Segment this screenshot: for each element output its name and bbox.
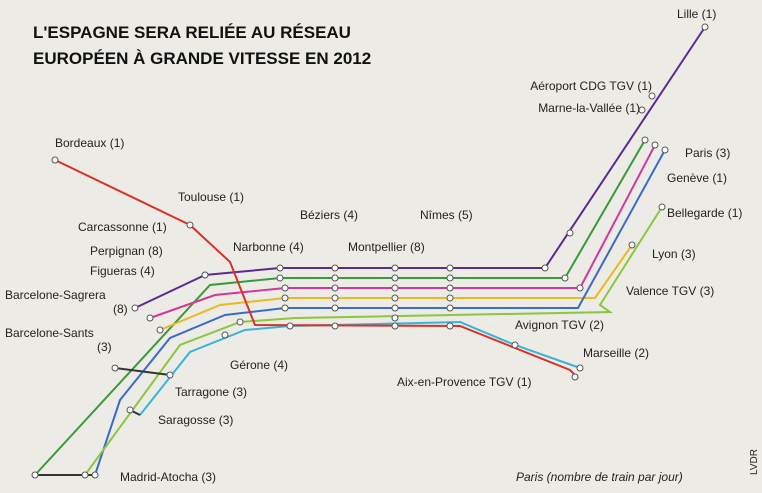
- station-label: Béziers (4): [300, 208, 358, 222]
- station-label: Aéroport CDG TGV (1): [530, 79, 652, 93]
- station-label: Paris (3): [685, 146, 730, 160]
- station-label: Lyon (3): [652, 247, 696, 261]
- station-label: Tarragone (3): [175, 385, 247, 399]
- station-label: Figueras (4): [90, 264, 155, 278]
- station-label: Madrid-Atocha (3): [120, 470, 216, 484]
- station-label: Narbonne (4): [233, 240, 304, 254]
- station-label: Marne-la-Vallée (1): [538, 101, 640, 115]
- station-label: (3): [97, 340, 112, 354]
- station-label: Saragosse (3): [158, 413, 233, 427]
- station-dots: [31, 23, 709, 479]
- station-label: Gérone (4): [230, 358, 288, 372]
- station-label: Bellegarde (1): [667, 206, 742, 220]
- station-label: Barcelone-Sants: [5, 326, 94, 340]
- station-labels: Lille (1) Aéroport CDG TGV (1) Marne-la-…: [5, 7, 742, 484]
- station-label: Valence TGV (3): [626, 284, 714, 298]
- station-label: Montpellier (8): [348, 240, 425, 254]
- title-line: EUROPÉEN À GRANDE VITESSE EN 2012: [33, 49, 371, 68]
- note: Paris (nombre de train par jour): [516, 470, 683, 484]
- station-label: Marseille (2): [583, 346, 649, 360]
- station-label: Nîmes (5): [420, 208, 473, 222]
- credit: LVDR: [749, 449, 760, 475]
- station-label: Avignon TGV (2): [515, 318, 604, 332]
- station-label: Barcelone-Sagrera: [5, 288, 106, 302]
- station-label: Lille (1): [677, 7, 716, 21]
- station-label: Toulouse (1): [178, 190, 244, 204]
- title-line: L'ESPAGNE SERA RELIÉE AU RÉSEAU: [33, 23, 351, 42]
- station-label: Perpignan (8): [90, 244, 163, 258]
- station-label: Carcassonne (1): [78, 220, 167, 234]
- station-label: (8): [113, 302, 128, 316]
- station-label: Aix-en-Provence TGV (1): [397, 375, 532, 389]
- station-label: Bordeaux (1): [55, 136, 124, 150]
- station-label: Genève (1): [667, 171, 727, 185]
